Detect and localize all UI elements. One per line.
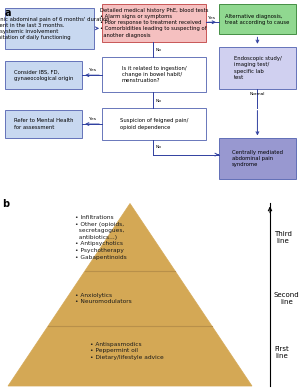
Text: Is it related to ingestion/
change in bowel habit/
menstruation?: Is it related to ingestion/ change in bo… [122,66,186,83]
Text: No: No [155,99,161,103]
Text: Normal: Normal [250,93,265,97]
Text: • Antispasmodics
• Peppermint oil
• Dietary/lifestyle advice: • Antispasmodics • Peppermint oil • Diet… [90,342,164,360]
Text: Consider IBS, FD,
gynaeocological origin: Consider IBS, FD, gynaeocological origin [14,70,73,81]
Text: First
line: First line [274,346,289,359]
Text: Suspicion of feigned pain/
opioid dependence: Suspicion of feigned pain/ opioid depend… [120,118,188,130]
Text: Yes: Yes [88,117,96,121]
FancyBboxPatch shape [219,4,296,34]
FancyBboxPatch shape [102,108,206,140]
Text: b: b [2,199,9,210]
Text: No: No [155,48,161,52]
Text: a: a [5,8,11,18]
FancyBboxPatch shape [5,110,82,138]
Text: Third
line: Third line [274,231,292,244]
Text: Second
line: Second line [274,292,300,305]
Text: • Anxiolytics
• Neuromodulators: • Anxiolytics • Neuromodulators [75,292,132,304]
Text: • Infiltrations
• Other (opioids,
  secretagogues,
  antibiotics...)
• Antipsych: • Infiltrations • Other (opioids, secret… [75,215,127,260]
Text: Yes: Yes [208,16,215,20]
FancyBboxPatch shape [219,47,296,90]
Text: Refer to Mental Health
for assessment: Refer to Mental Health for assessment [14,118,73,130]
Text: Alternative diagnosis,
treat according to cause: Alternative diagnosis, treat according t… [225,14,290,25]
FancyBboxPatch shape [102,4,206,41]
Text: Endoscopic study/
imaging test/
specific lab
test: Endoscopic study/ imaging test/ specific… [234,56,281,80]
FancyBboxPatch shape [5,8,94,49]
Polygon shape [8,203,252,386]
FancyBboxPatch shape [102,57,206,93]
Text: No: No [155,145,161,149]
Text: Chronic abdominal pain of 6 months' duration,
present in the last 3 months.
- No: Chronic abdominal pain of 6 months' dura… [0,16,111,40]
Text: Detailed medical history PhE, blood tests
• Alarm signs or symptoms
• Poor respo: Detailed medical history PhE, blood test… [100,8,208,38]
FancyBboxPatch shape [219,138,296,179]
Text: Centrally mediated
abdominal pain
syndrome: Centrally mediated abdominal pain syndro… [232,150,283,167]
Text: Yes: Yes [88,68,96,72]
FancyBboxPatch shape [5,61,82,90]
